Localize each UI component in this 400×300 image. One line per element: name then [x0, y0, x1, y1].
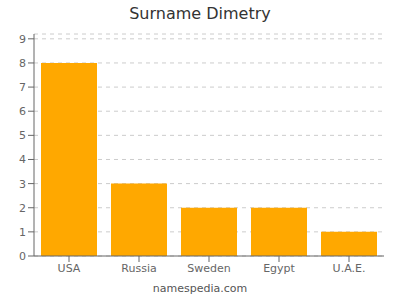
svg-text:Russia: Russia	[121, 262, 156, 275]
svg-text:USA: USA	[58, 262, 81, 275]
html-text:Surname Dimetry: Surname Dimetry	[129, 4, 271, 23]
svg-text:2: 2	[19, 202, 26, 215]
svg-text:0: 0	[19, 250, 26, 263]
svg-text:Egypt: Egypt	[263, 262, 295, 275]
svg-text:1: 1	[19, 226, 26, 239]
svg-text:U.A.E.: U.A.E.	[333, 262, 366, 275]
svg-text:Sweden: Sweden	[187, 262, 230, 275]
svg-text:7: 7	[19, 81, 26, 94]
svg-text:4: 4	[19, 153, 26, 166]
svg-text:6: 6	[19, 105, 26, 118]
svg-text:8: 8	[19, 57, 26, 70]
svg-text:9: 9	[19, 33, 26, 46]
html-text:namespedia.com: namespedia.com	[152, 282, 248, 295]
svg-text:3: 3	[19, 178, 26, 191]
svg-text:5: 5	[19, 129, 26, 142]
